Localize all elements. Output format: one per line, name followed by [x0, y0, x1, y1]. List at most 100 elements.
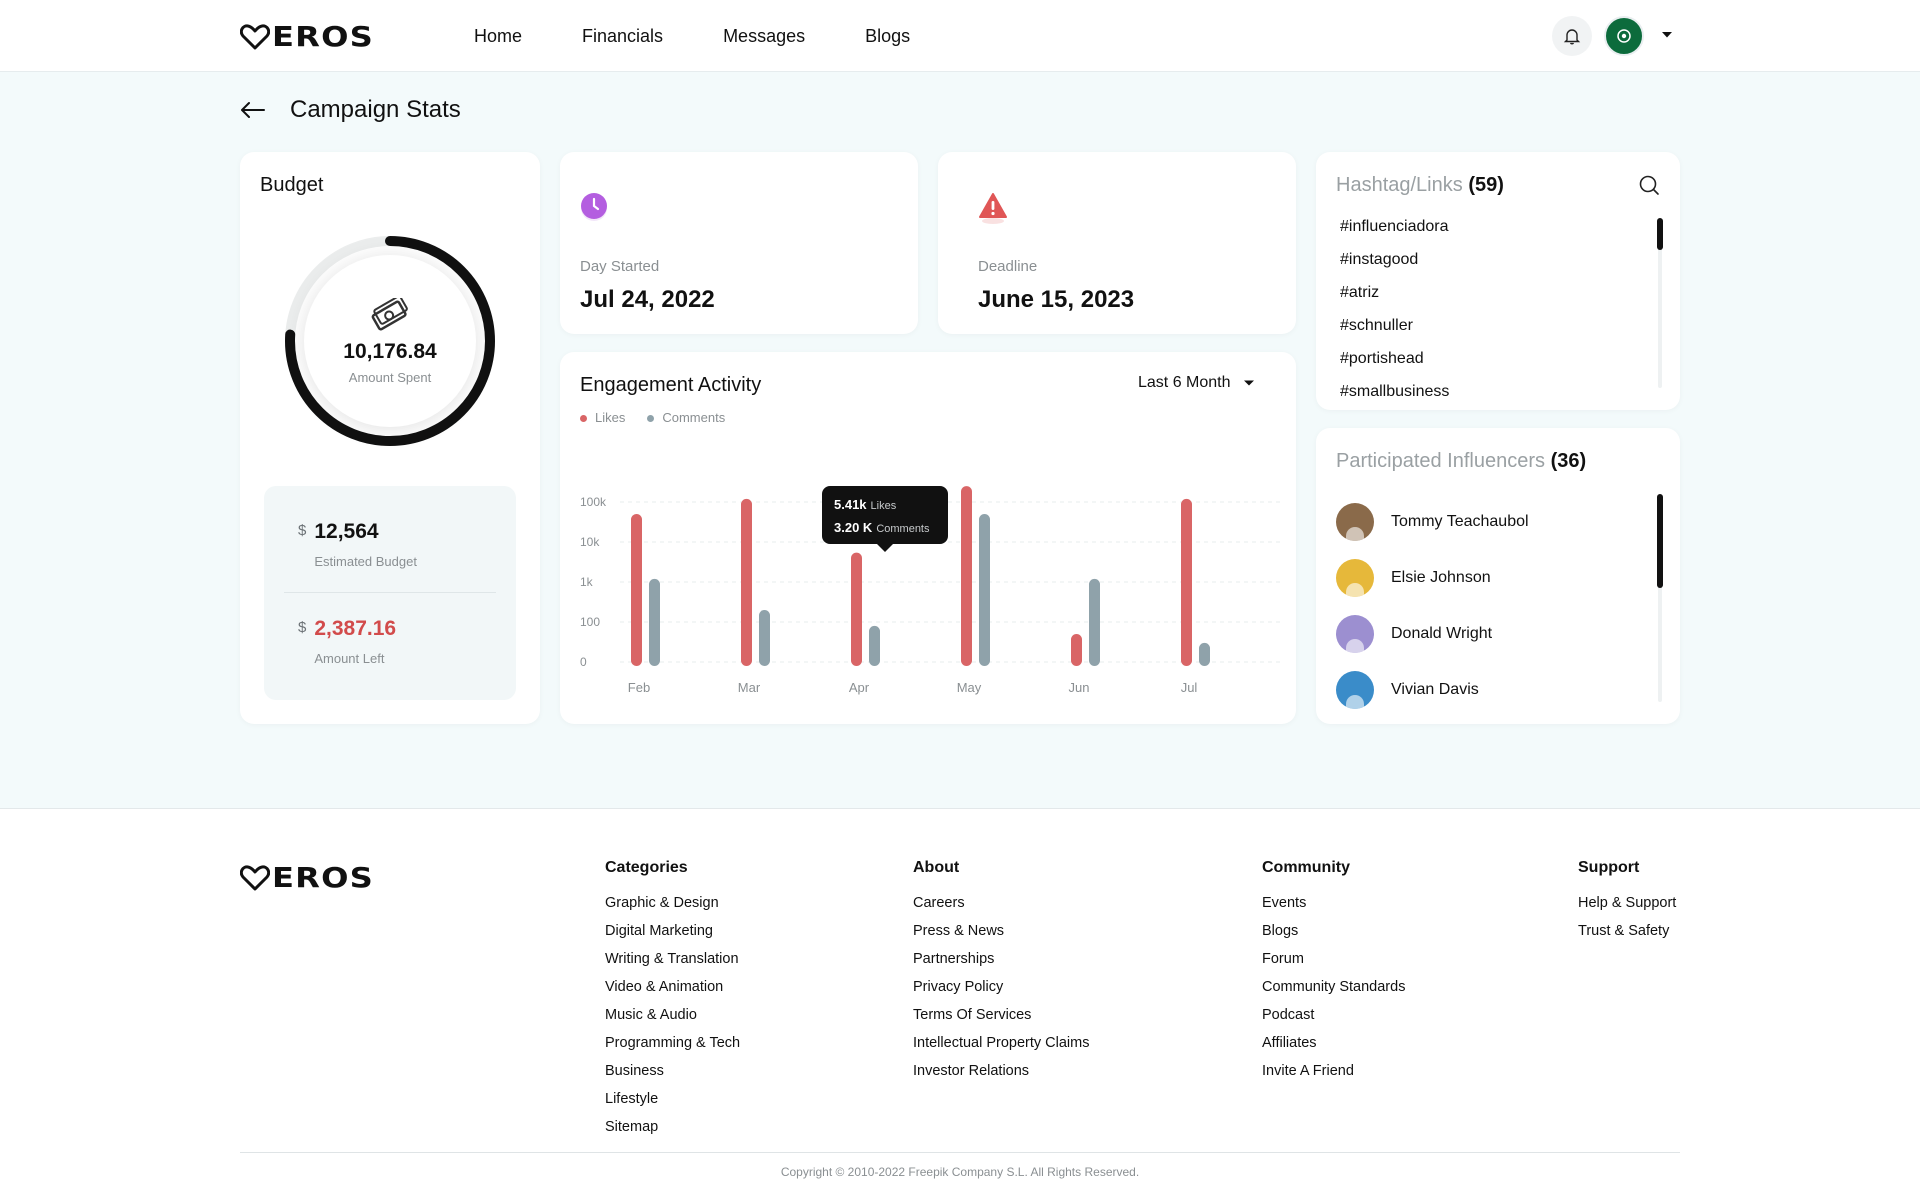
top-navbar: EROS Home Financials Messages Blogs	[0, 0, 1920, 72]
footer-link[interactable]: Events	[1262, 895, 1307, 911]
influencers-scrolltrack[interactable]	[1658, 494, 1662, 702]
brand-logo[interactable]: EROS	[240, 20, 373, 53]
budget-ring-chart	[285, 236, 495, 446]
budget-card: Budget 10,176.84 Amount Spent $ 12,564 E…	[240, 152, 540, 724]
bar-likes-may[interactable]	[961, 486, 972, 666]
avatar	[1336, 615, 1374, 653]
nav-home[interactable]: Home	[474, 25, 523, 46]
footer-link[interactable]: Podcast	[1262, 1007, 1315, 1023]
footer-link[interactable]: Community Standards	[1262, 979, 1406, 995]
page-title: Campaign Stats	[290, 96, 461, 123]
clock-icon	[581, 193, 607, 221]
chevron-down-icon	[1243, 380, 1254, 386]
amount-left-label: Amount Left	[314, 651, 385, 666]
brand-name: EROS	[272, 861, 374, 894]
influencer-list: Tommy Teachaubol Elsie Johnson Donald Wr…	[1336, 494, 1529, 724]
footer-link[interactable]: Graphic & Design	[605, 895, 719, 911]
footer-link[interactable]: Lifestyle	[605, 1091, 659, 1107]
influencer-item[interactable]: Elsie Johnson	[1336, 550, 1529, 606]
footer-link[interactable]: Music & Audio	[605, 1007, 697, 1023]
hashtag-item[interactable]: #influenciadora	[1340, 218, 1449, 235]
notifications-button[interactable]	[1552, 16, 1592, 56]
x-tick-label: Mar	[738, 680, 761, 695]
bar-comments-feb[interactable]	[649, 578, 660, 666]
bar-likes-apr[interactable]	[851, 552, 862, 666]
hashtags-scrolltrack[interactable]	[1658, 218, 1662, 388]
hashtag-item[interactable]: #smallbusiness	[1340, 383, 1450, 400]
user-avatar[interactable]	[1604, 16, 1644, 56]
influencer-item[interactable]: Donald Wright	[1336, 606, 1529, 662]
tooltip-comments-label: Comments	[876, 523, 930, 535]
bar-likes-feb[interactable]	[631, 514, 642, 666]
footer-link[interactable]: Intellectual Property Claims	[913, 1035, 1090, 1051]
footer-link[interactable]: Terms Of Services	[913, 1007, 1032, 1023]
footer-link[interactable]: Video & Animation	[605, 979, 724, 995]
amount-left-value: 2,387.16	[314, 617, 397, 640]
footer-link[interactable]: Privacy Policy	[913, 979, 1004, 995]
footer-link[interactable]: Press & News	[913, 923, 1005, 939]
bar-likes-jul[interactable]	[1181, 498, 1192, 666]
hashtag-item[interactable]: #atriz	[1340, 284, 1380, 301]
nav-blogs[interactable]: Blogs	[865, 25, 911, 46]
ring-progress	[285, 236, 495, 446]
comments-dot-icon	[647, 415, 655, 423]
influencer-item[interactable]: Vivian Davis	[1336, 662, 1529, 718]
back-button[interactable]	[240, 98, 272, 122]
avatar	[1336, 671, 1374, 709]
bar-likes-jun[interactable]	[1071, 634, 1082, 666]
legend-comments: Comments	[647, 410, 725, 425]
footer-link[interactable]: Invite A Friend	[1262, 1063, 1354, 1079]
nav-messages[interactable]: Messages	[723, 25, 806, 46]
hashtags-scrollbar[interactable]	[1657, 218, 1663, 250]
footer-heading: Support	[1578, 859, 1640, 876]
footer-link[interactable]: Partnerships	[913, 951, 995, 967]
influencers-scrollbar[interactable]	[1657, 494, 1663, 588]
hashtag-item[interactable]: #instagood	[1340, 251, 1419, 268]
footer-link[interactable]: Trust & Safety	[1578, 923, 1670, 939]
footer-link[interactable]: Careers	[913, 895, 965, 911]
nav-financials[interactable]: Financials	[582, 25, 664, 46]
hashtags-title: Hashtag/Links (59)	[1336, 174, 1504, 197]
dollar-icon: $	[298, 522, 307, 539]
x-tick-label: Feb	[628, 680, 650, 695]
bar-likes-mar[interactable]	[741, 498, 752, 666]
legend-comments-label: Comments	[662, 410, 726, 425]
likes-dot-icon	[580, 415, 587, 423]
bar-comments-jul[interactable]	[1199, 642, 1210, 666]
footer-link[interactable]: Blogs	[1262, 923, 1299, 939]
footer-link[interactable]: Affiliates	[1262, 1035, 1317, 1051]
range-dropdown[interactable]: Last 6 Month	[1138, 374, 1255, 392]
bar-comments-apr[interactable]	[869, 625, 880, 666]
footer-link[interactable]: Forum	[1262, 951, 1304, 967]
y-tick-label: 1k	[580, 575, 594, 589]
hashtag-item[interactable]: #schnuller	[1340, 317, 1413, 334]
legend-likes-label: Likes	[595, 410, 626, 425]
bar-comments-mar[interactable]	[759, 609, 770, 666]
search-icon[interactable]	[1638, 174, 1660, 196]
footer-link[interactable]: Business	[605, 1063, 664, 1079]
summary-divider	[284, 592, 496, 593]
footer-link[interactable]: Investor Relations	[913, 1063, 1030, 1079]
footer-logo[interactable]: EROS	[240, 861, 373, 894]
chart-legend: Likes Comments	[580, 410, 725, 425]
footer-link[interactable]: Writing & Translation	[605, 951, 739, 967]
account-dropdown-icon[interactable]	[1660, 30, 1674, 40]
deadline-value: June 15, 2023	[978, 286, 1135, 313]
influencer-item[interactable]: Tommy Teachaubol	[1336, 494, 1529, 550]
bar-comments-may[interactable]	[979, 514, 990, 666]
footer-link[interactable]: Sitemap	[605, 1119, 659, 1135]
footer-heading: Community	[1262, 859, 1350, 876]
footer-divider	[240, 1152, 1680, 1153]
bar-comments-jun[interactable]	[1089, 578, 1100, 666]
footer-link[interactable]: Help & Support	[1578, 895, 1677, 911]
day-started-card: Day Started Jul 24, 2022	[560, 152, 918, 334]
hashtag-item[interactable]: #portishead	[1340, 350, 1424, 367]
avatar	[1336, 503, 1374, 541]
day-started-label: Day Started	[580, 258, 660, 275]
influencer-item[interactable]	[1336, 718, 1529, 724]
footer-link[interactable]: Digital Marketing	[605, 923, 713, 939]
hashtags-count: (59)	[1468, 174, 1504, 196]
estimated-budget-label: Estimated Budget	[314, 554, 417, 569]
footer-link[interactable]: Programming & Tech	[605, 1035, 741, 1051]
deadline-card: Deadline June 15, 2023	[938, 152, 1296, 334]
